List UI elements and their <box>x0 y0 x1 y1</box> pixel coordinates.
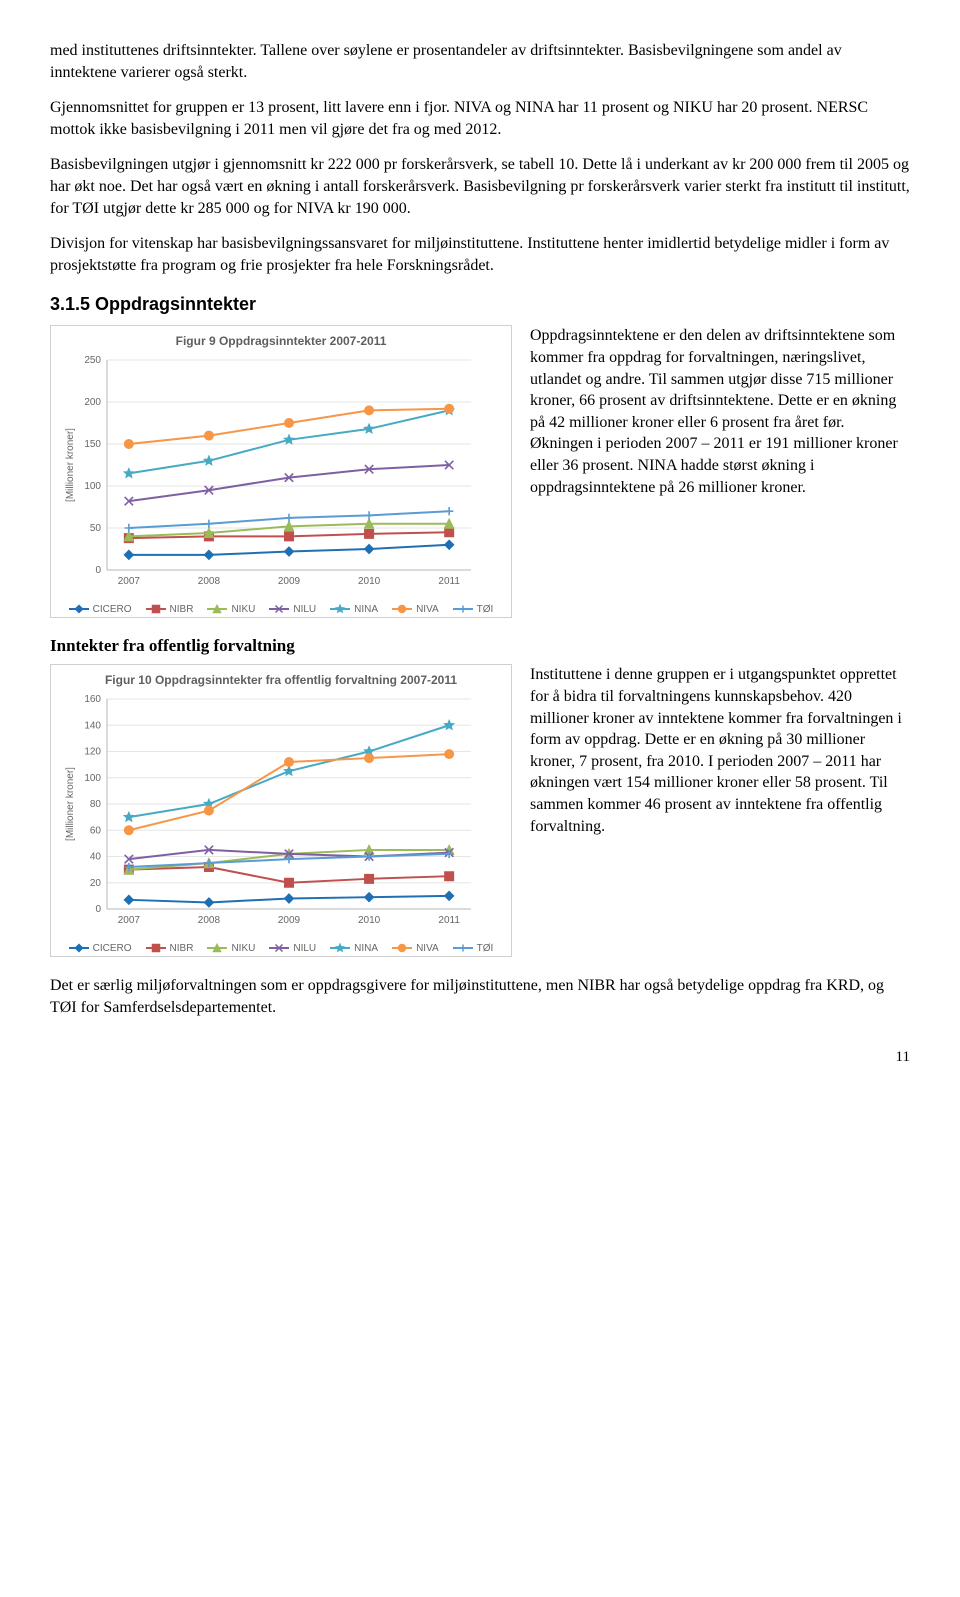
legend-item-tøi: TØI <box>453 942 494 954</box>
legend-item-niva: NIVA <box>392 603 439 615</box>
paragraph-4: Divisjon for vitenskap har basisbevilgni… <box>50 233 910 276</box>
figure10-row: Figur 10 Oppdragsinntekter fra offentlig… <box>50 664 910 957</box>
figure10-container: Figur 10 Oppdragsinntekter fra offentlig… <box>50 664 512 957</box>
svg-text:60: 60 <box>90 826 102 837</box>
legend-item-nibr: NIBR <box>146 942 194 954</box>
paragraph-2: Gjennomsnittet for gruppen er 13 prosent… <box>50 97 910 140</box>
svg-text:[Millioner kroner]: [Millioner kroner] <box>65 767 76 841</box>
figure9-row: Figur 9 Oppdragsinntekter 2007-2011 0 50 1… <box>50 325 910 618</box>
svg-text:50: 50 <box>90 523 102 534</box>
heading-forvaltning: Inntekter fra offentlig forvaltning <box>50 636 910 656</box>
paragraph-5: Det er særlig miljøforvaltningen som er … <box>50 975 910 1018</box>
svg-text:2007: 2007 <box>118 576 141 587</box>
legend-item-niva: NIVA <box>392 942 439 954</box>
svg-text:0: 0 <box>95 904 101 915</box>
svg-text:2009: 2009 <box>278 576 301 587</box>
figure10-chart: 0 20 40 60 80 100 120 140 160 2007 2008 2009 2010 201… <box>61 693 501 938</box>
svg-text:2008: 2008 <box>198 915 221 926</box>
figure9-title: Figur 9 Oppdragsinntekter 2007-2011 <box>61 334 501 348</box>
svg-text:2007: 2007 <box>118 915 141 926</box>
svg-text:100: 100 <box>84 481 101 492</box>
svg-text:2010: 2010 <box>358 576 381 587</box>
svg-text:200: 200 <box>84 397 101 408</box>
legend-item-nilu: NILU <box>269 942 316 954</box>
svg-text:120: 120 <box>84 747 101 758</box>
svg-text:2011: 2011 <box>438 576 460 587</box>
legend-item-niku: NIKU <box>207 603 255 615</box>
svg-text:150: 150 <box>84 439 101 450</box>
figure9-container: Figur 9 Oppdragsinntekter 2007-2011 0 50 1… <box>50 325 512 618</box>
svg-text:20: 20 <box>90 878 102 889</box>
legend-item-cicero: CICERO <box>69 942 132 954</box>
svg-text:2011: 2011 <box>438 915 460 926</box>
legend-item-cicero: CICERO <box>69 603 132 615</box>
svg-text:250: 250 <box>84 355 101 366</box>
page-number: 11 <box>50 1049 910 1066</box>
paragraph-1: med instituttenes driftsinntekter. Talle… <box>50 40 910 83</box>
svg-text:40: 40 <box>90 852 102 863</box>
heading-3-1-5: 3.1.5 Oppdragsinntekter <box>50 294 910 315</box>
svg-text:160: 160 <box>84 694 101 705</box>
figure10-title: Figur 10 Oppdragsinntekter fra offentlig… <box>61 673 501 687</box>
svg-text:80: 80 <box>90 799 102 810</box>
figure10-side-text: Instituttene i denne gruppen er i utgang… <box>530 664 910 837</box>
svg-text:0: 0 <box>95 565 101 576</box>
legend-item-tøi: TØI <box>453 603 494 615</box>
svg-text:[Millioner kroner]: [Millioner kroner] <box>65 428 76 502</box>
figure10-legend: CICERO NIBR NIKU NILU NINA NIVA TØI <box>61 942 501 954</box>
figure9-chart: 0 50 100 150 200 250 2007 2008 2009 2010 2011 [Mill… <box>61 354 501 599</box>
svg-text:2010: 2010 <box>358 915 381 926</box>
legend-item-nina: NINA <box>330 603 378 615</box>
svg-text:2009: 2009 <box>278 915 301 926</box>
figure9-side-text: Oppdragsinntektene er den delen av drift… <box>530 325 910 498</box>
svg-text:2008: 2008 <box>198 576 221 587</box>
legend-item-nibr: NIBR <box>146 603 194 615</box>
legend-item-niku: NIKU <box>207 942 255 954</box>
legend-item-nilu: NILU <box>269 603 316 615</box>
legend-item-nina: NINA <box>330 942 378 954</box>
figure9-legend: CICERO NIBR NIKU NILU NINA NIVA TØI <box>61 603 501 615</box>
svg-text:100: 100 <box>84 773 101 784</box>
paragraph-3: Basisbevilgningen utgjør i gjennomsnitt … <box>50 154 910 219</box>
svg-text:140: 140 <box>84 721 101 732</box>
